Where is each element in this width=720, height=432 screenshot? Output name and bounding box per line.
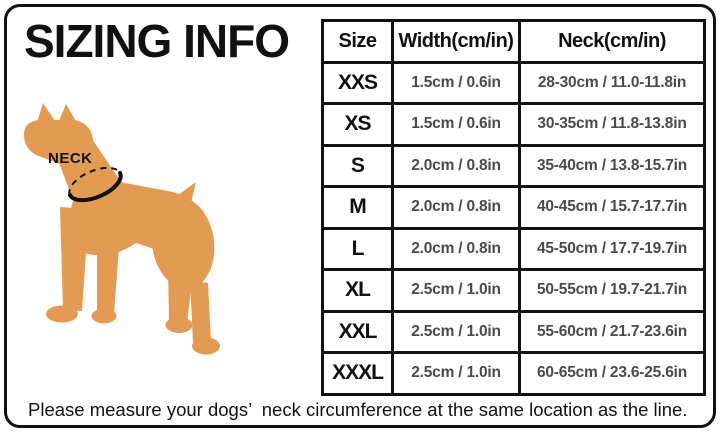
sizing-table: Size Width(cm/in) Neck(cm/in) XXS 1.5cm …: [321, 19, 706, 396]
table-header-row: Size Width(cm/in) Neck(cm/in): [321, 19, 706, 64]
size-cell: XL: [321, 268, 394, 313]
dog-haunch: [151, 197, 215, 289]
table-row-xl: XL 2.5cm / 1.0in 50-55cm / 19.7-21.7in: [321, 268, 706, 313]
size-cell: L: [321, 226, 394, 271]
dog-rear-leg-near: [168, 267, 193, 323]
width-cell: 2.0cm / 0.8in: [391, 143, 521, 188]
dog-rear-paw-near: [165, 317, 193, 333]
measurement-instruction: Please measure your dogs’ neck circumfer…: [28, 399, 688, 420]
width-cell: 1.5cm / 0.6in: [391, 60, 521, 105]
dog-tail: [178, 182, 196, 207]
table-row-m: M 2.0cm / 0.8in 40-45cm / 15.7-17.7in: [321, 185, 706, 230]
width-cell: 2.5cm / 1.0in: [391, 268, 521, 313]
collar-line-dashed: [68, 166, 121, 196]
size-cell: M: [321, 185, 394, 230]
neck-cell: 60-65cm / 23.6-25.6in: [518, 351, 706, 396]
size-cell: XS: [321, 102, 394, 147]
table-row-xxs: XXS 1.5cm / 0.6in 28-30cm / 11.0-11.8in: [321, 60, 706, 105]
dog-back-ear: [59, 104, 77, 123]
dog-rear-leg-far: [190, 280, 211, 342]
neck-label: NECK: [48, 150, 93, 167]
neck-cell: 50-55cm / 19.7-21.7in: [518, 268, 706, 313]
width-cell: 1.5cm / 0.6in: [391, 102, 521, 147]
neck-cell: 40-45cm / 15.7-17.7in: [518, 185, 706, 230]
page-title: SIZING INFO: [24, 15, 290, 67]
size-cell: S: [321, 143, 394, 188]
table-row-xs: XS 1.5cm / 0.6in 30-35cm / 11.8-13.8in: [321, 102, 706, 147]
neck-cell: 35-40cm / 13.8-15.7in: [518, 143, 706, 188]
dog-front-paw-near: [46, 305, 78, 323]
width-cell: 2.5cm / 1.0in: [391, 351, 521, 396]
table-row-s: S 2.0cm / 0.8in 35-40cm / 13.8-15.7in: [321, 143, 706, 188]
dog-front-paw-far: [91, 308, 117, 324]
header-size: Size: [321, 19, 394, 64]
size-cell: XXL: [321, 309, 394, 354]
dog-front-leg-near: [60, 207, 89, 311]
dog-body-group: [23, 103, 220, 355]
size-cell: XXS: [321, 60, 394, 105]
neck-cell: 30-35cm / 11.8-13.8in: [518, 102, 706, 147]
header-width: Width(cm/in): [391, 19, 521, 64]
neck-cell: 28-30cm / 11.0-11.8in: [518, 60, 706, 105]
collar-line-solid: [68, 171, 123, 203]
size-cell: XXXL: [321, 351, 394, 396]
table-row-xxl: XXL 2.5cm / 1.0in 55-60cm / 21.7-23.6in: [321, 309, 706, 354]
dog-front-ear: [36, 103, 55, 125]
outer-rounded-border: [4, 4, 716, 428]
width-cell: 2.5cm / 1.0in: [391, 309, 521, 354]
dog-rear-paw-far: [192, 337, 220, 355]
neck-cell: 45-50cm / 17.7-19.7in: [518, 226, 706, 271]
dog-front-leg-far: [97, 217, 121, 314]
dog-illustration: NECK: [18, 95, 233, 365]
dog-silhouette-svg: NECK: [23, 103, 220, 355]
header-neck: Neck(cm/in): [518, 19, 706, 64]
neck-cell: 55-60cm / 21.7-23.6in: [518, 309, 706, 354]
width-cell: 2.0cm / 0.8in: [391, 185, 521, 230]
width-cell: 2.0cm / 0.8in: [391, 226, 521, 271]
table-row-l: L 2.0cm / 0.8in 45-50cm / 17.7-19.7in: [321, 226, 706, 271]
table-row-xxxl: XXXL 2.5cm / 1.0in 60-65cm / 23.6-25.6in: [321, 351, 706, 396]
